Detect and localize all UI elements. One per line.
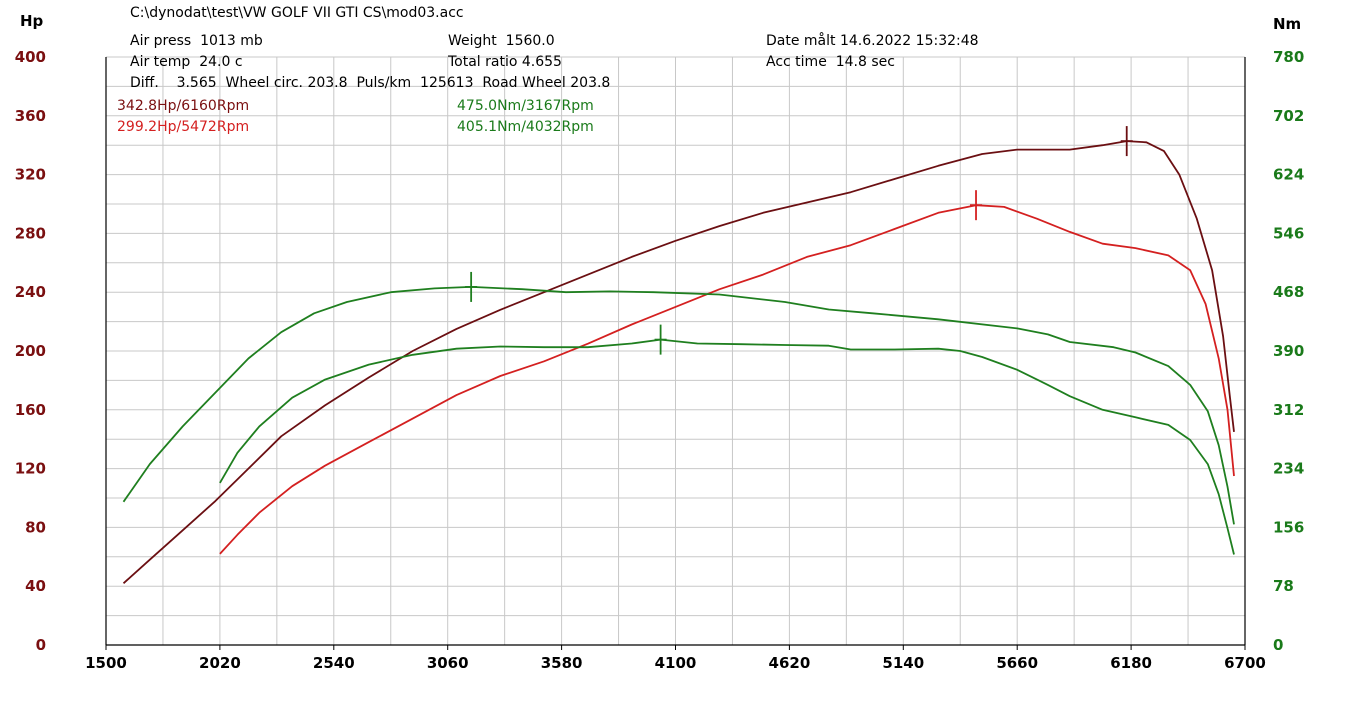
air-temp: Air temp 24.0 c [130, 54, 243, 70]
grid [105, 56, 1246, 646]
y-tick-label-left: 160 [15, 401, 46, 419]
diff-line: Diff. 3.565 Wheel circ. 203.8 Puls/km 12… [130, 75, 611, 91]
y-tick-label-left: 400 [15, 48, 46, 66]
nm-peak-run1: 475.0Nm/3167Rpm [457, 98, 594, 114]
y-tick-label-left: 240 [15, 283, 46, 301]
y-tick-label-left: 120 [15, 460, 46, 478]
x-tick-label: 6700 [1224, 654, 1266, 672]
hp-peak-run2: 299.2Hp/5472Rpm [117, 119, 250, 135]
y-tick-label-right: 468 [1273, 283, 1304, 301]
y-tick-label-left: 200 [15, 342, 46, 360]
x-tick-label: 4620 [769, 654, 811, 672]
x-tick-label: 4100 [655, 654, 697, 672]
x-tick-label: 3060 [427, 654, 469, 672]
y-tick-label-right: 234 [1273, 460, 1304, 478]
y-tick-label-right: 390 [1273, 342, 1304, 360]
series-lines [122, 140, 1235, 584]
series-line-hp-run1 [122, 140, 1235, 584]
x-tick-label: 2540 [313, 654, 355, 672]
y-tick-label-right: 702 [1273, 107, 1304, 125]
y-tick-label-right: 312 [1273, 401, 1304, 419]
acc-time: Acc time 14.8 sec [766, 54, 895, 70]
y-tick-label-left: 40 [25, 577, 46, 595]
y-tick-label-right: 78 [1273, 577, 1294, 595]
nm-peak-run2: 405.1Nm/4032Rpm [457, 119, 594, 135]
x-tick-label: 5140 [882, 654, 924, 672]
hp-peak-run1: 342.8Hp/6160Rpm [117, 98, 250, 114]
x-tick-label: 1500 [85, 654, 127, 672]
series-line-nm-run2 [219, 338, 1235, 555]
x-tick-label: 5660 [996, 654, 1038, 672]
air-press: Air press 1013 mb [130, 33, 263, 49]
peak-markers [465, 126, 1133, 355]
y-tick-label-left: 320 [15, 166, 46, 184]
y-tick-label-right: 0 [1273, 636, 1283, 654]
series-line-hp-run2 [219, 204, 1235, 555]
y-axis-label-left: Hp [20, 12, 44, 30]
file-path: C:\dynodat\test\VW GOLF VII GTI CS\mod03… [130, 5, 464, 21]
y-axis-label-right: Nm [1273, 15, 1301, 33]
y-tick-label-left: 280 [15, 224, 46, 242]
y-tick-label-right: 624 [1273, 166, 1304, 184]
x-tick-label: 6180 [1110, 654, 1152, 672]
tick-labels: Hp Nm 0 40 80 120 160 200 240 280 320 360 400 0 78 156 2… [15, 12, 1305, 672]
y-tick-label-right: 780 [1273, 48, 1304, 66]
y-tick-label-right: 546 [1273, 224, 1304, 242]
y-tick-label-left: 360 [15, 107, 46, 125]
series-line-nm-run1 [122, 286, 1235, 525]
y-tick-label-left: 0 [36, 636, 46, 654]
date-measured: Date målt 14.6.2022 15:32:48 [766, 33, 979, 49]
axes [105, 57, 1246, 650]
weight: Weight 1560.0 [448, 33, 555, 49]
y-tick-label-right: 156 [1273, 518, 1304, 536]
x-tick-label: 2020 [199, 654, 241, 672]
total-ratio: Total ratio 4.655 [448, 54, 562, 70]
x-tick-label: 3580 [541, 654, 583, 672]
y-tick-label-left: 80 [25, 518, 46, 536]
